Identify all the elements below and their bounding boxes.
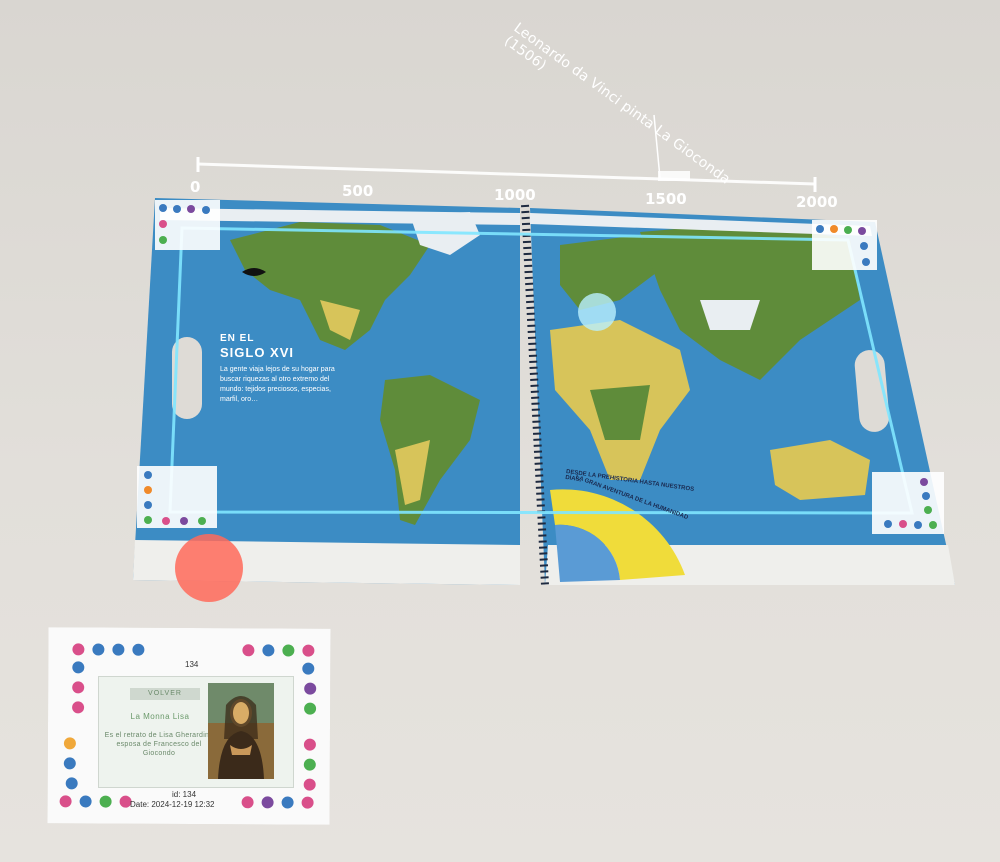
map-intro-text: La gente viaja lejos de su hogar para bu…: [220, 366, 335, 403]
tibet-snow: [700, 300, 760, 330]
map-intro: EN EL SIGLO XVI La gente viaja lejos de …: [220, 333, 335, 405]
whale-icon: [242, 268, 266, 276]
card-date: Date: 2024-12-19 12:32: [130, 800, 215, 809]
timeline-axis: [196, 114, 817, 192]
marker-bottom-right: [872, 472, 944, 534]
australia: [770, 440, 870, 500]
card-back-button[interactable]: VOLVER: [130, 688, 200, 700]
pointer-highlight[interactable]: [175, 534, 243, 602]
africa-forest: [590, 385, 650, 440]
card-id-top: 134: [185, 660, 199, 669]
tick-label-2000: 2000: [796, 193, 838, 211]
event-pointer-line: [653, 114, 661, 179]
marker-bottom-left: [137, 466, 217, 528]
event-marker: [658, 171, 690, 181]
europe: [560, 235, 660, 310]
north-america-desert: [320, 300, 360, 340]
card-marker-dots: [59, 643, 317, 809]
map-title-line1: EN EL: [220, 333, 255, 344]
arctic-right: [530, 213, 872, 236]
card-description: Es el retrato de Lisa Gherardini, esposa…: [104, 732, 214, 757]
dial-window: [555, 524, 620, 582]
tick-label-500: 500: [342, 182, 374, 200]
south-america-desert: [395, 440, 430, 505]
card-title: La Monna Lisa: [130, 712, 190, 721]
marker-top-right: [812, 220, 877, 270]
projected-location-highlight: [578, 293, 616, 331]
tick-label-1500: 1500: [645, 190, 687, 208]
marker-top-left: [155, 200, 220, 250]
tick-label-1000: 1000: [494, 186, 536, 204]
projected-timeline: 0 500 1000 1500 2000 Leonardo da Vinci p…: [0, 0, 1000, 230]
arctic-left: [160, 208, 520, 225]
mona-lisa-painting-icon: [208, 683, 274, 779]
tick-label-0: 0: [190, 178, 201, 196]
card-id-bottom: id: 134: [172, 790, 197, 799]
right-handle-hole: [854, 350, 890, 432]
map-title-line2: SIGLO XVI: [220, 345, 295, 360]
north-america: [230, 222, 430, 350]
left-handle-hole: [172, 337, 202, 419]
